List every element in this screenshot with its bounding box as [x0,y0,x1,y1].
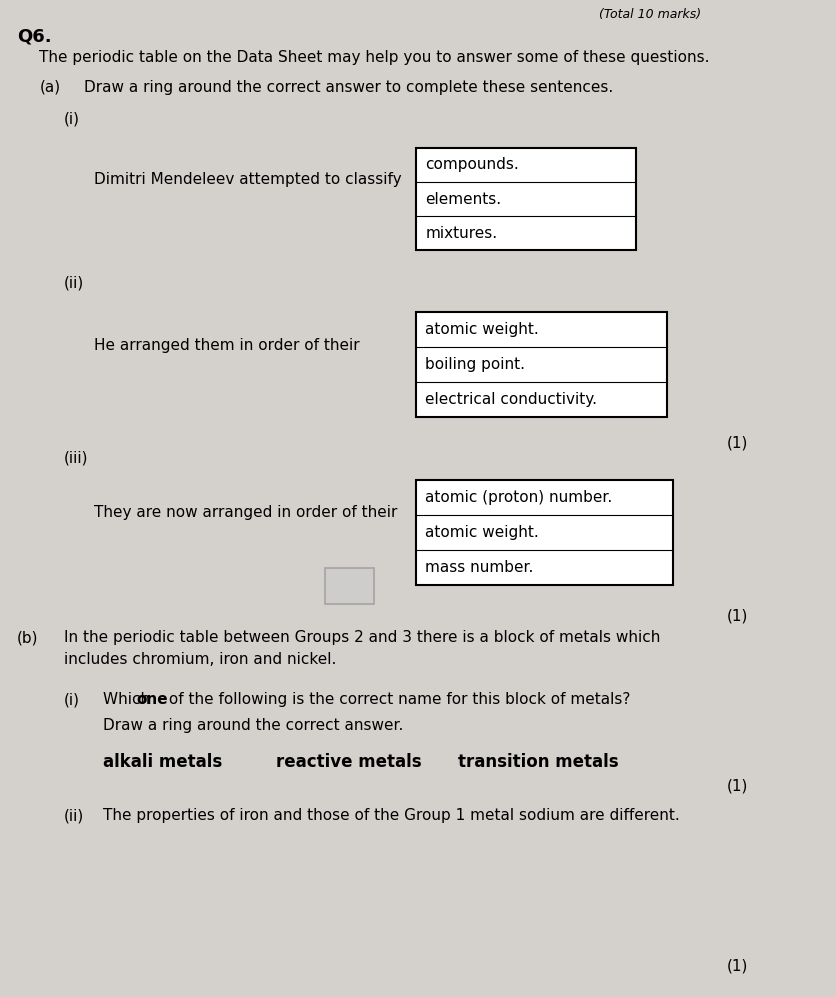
Text: mixtures.: mixtures. [425,225,497,240]
Text: alkali metals: alkali metals [103,753,222,771]
Text: reactive metals: reactive metals [276,753,421,771]
Text: includes chromium, iron and nickel.: includes chromium, iron and nickel. [64,652,335,667]
Text: elements.: elements. [425,191,501,206]
Text: (i): (i) [64,692,79,707]
Text: mass number.: mass number. [425,560,533,575]
FancyBboxPatch shape [325,568,374,604]
Text: of the following is the correct name for this block of metals?: of the following is the correct name for… [163,692,630,707]
Text: He arranged them in order of their: He arranged them in order of their [94,338,359,353]
Text: They are now arranged in order of their: They are now arranged in order of their [94,505,396,520]
Text: (iii): (iii) [64,450,88,465]
Text: (Total 10 marks): (Total 10 marks) [599,8,701,21]
Text: (a): (a) [39,80,60,95]
Text: (ii): (ii) [64,808,84,823]
Text: (1): (1) [726,778,747,793]
Text: Draw a ring around the correct answer.: Draw a ring around the correct answer. [103,718,403,733]
Text: boiling point.: boiling point. [425,357,525,372]
Text: atomic weight.: atomic weight. [425,525,538,540]
Text: (1): (1) [726,435,747,450]
Text: (i): (i) [64,112,79,127]
Text: In the periodic table between Groups 2 and 3 there is a block of metals which: In the periodic table between Groups 2 a… [64,630,659,645]
Text: atomic (proton) number.: atomic (proton) number. [425,490,612,505]
FancyBboxPatch shape [415,480,672,585]
Text: (1): (1) [726,958,747,973]
Text: Q6.: Q6. [17,28,51,46]
Text: Dimitri Mendeleev attempted to classify: Dimitri Mendeleev attempted to classify [94,172,400,187]
Text: one: one [136,692,168,707]
Text: Which: Which [103,692,155,707]
Text: (ii): (ii) [64,275,84,290]
Text: Draw a ring around the correct answer to complete these sentences.: Draw a ring around the correct answer to… [84,80,613,95]
Text: compounds.: compounds. [425,158,518,172]
Text: The periodic table on the Data Sheet may help you to answer some of these questi: The periodic table on the Data Sheet may… [39,50,709,65]
Text: The properties of iron and those of the Group 1 metal sodium are different.: The properties of iron and those of the … [103,808,679,823]
Text: (b): (b) [17,630,38,645]
Text: atomic weight.: atomic weight. [425,322,538,337]
FancyBboxPatch shape [415,312,666,417]
FancyBboxPatch shape [415,148,635,250]
Text: transition metals: transition metals [457,753,618,771]
Text: electrical conductivity.: electrical conductivity. [425,392,597,407]
Text: (1): (1) [726,608,747,623]
